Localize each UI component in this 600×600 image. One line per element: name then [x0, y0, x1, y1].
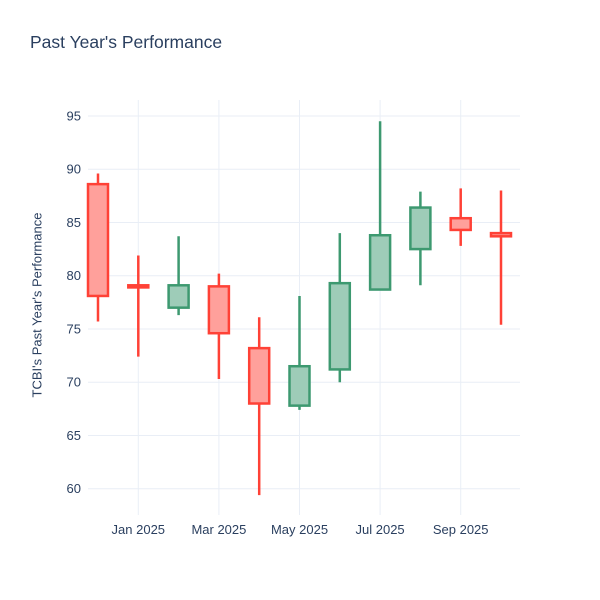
y-tick-label: 95 [67, 108, 81, 123]
y-tick-label: 70 [67, 375, 81, 390]
candle-body-oct-2025[interactable] [489, 231, 513, 238]
candle-body-apr-2025[interactable] [247, 346, 271, 405]
y-tick-label: 60 [67, 481, 81, 496]
candle-body-jan-2025[interactable] [127, 284, 150, 289]
candle-body-mar-2025[interactable] [207, 285, 231, 335]
x-tick-label: May 2025 [271, 522, 328, 537]
y-tick-label: 90 [67, 162, 81, 177]
candle-body-dec-2024[interactable] [86, 182, 110, 298]
chart-title: Past Year's Performance [30, 32, 223, 52]
x-tick-label: Mar 2025 [191, 522, 246, 537]
x-tick-label: Sep 2025 [433, 522, 489, 537]
y-tick-label: 85 [67, 215, 81, 230]
candle-body-sep-2025[interactable] [449, 216, 472, 232]
x-tick-label: Jul 2025 [356, 522, 405, 537]
candle-body-jul-2025[interactable] [368, 233, 392, 291]
y-tick-label: 65 [67, 428, 81, 443]
y-axis-title: TCBI's Past Year's Performance [29, 212, 45, 398]
y-tick-label: 80 [67, 268, 81, 283]
candle-body-jun-2025[interactable] [328, 281, 352, 371]
x-tick-label: Jan 2025 [112, 522, 166, 537]
y-tick-label: 75 [67, 321, 81, 336]
candle-body-aug-2025[interactable] [409, 206, 432, 251]
candle-body-feb-2025[interactable] [167, 284, 190, 309]
candle-body-may-2025[interactable] [288, 364, 311, 407]
